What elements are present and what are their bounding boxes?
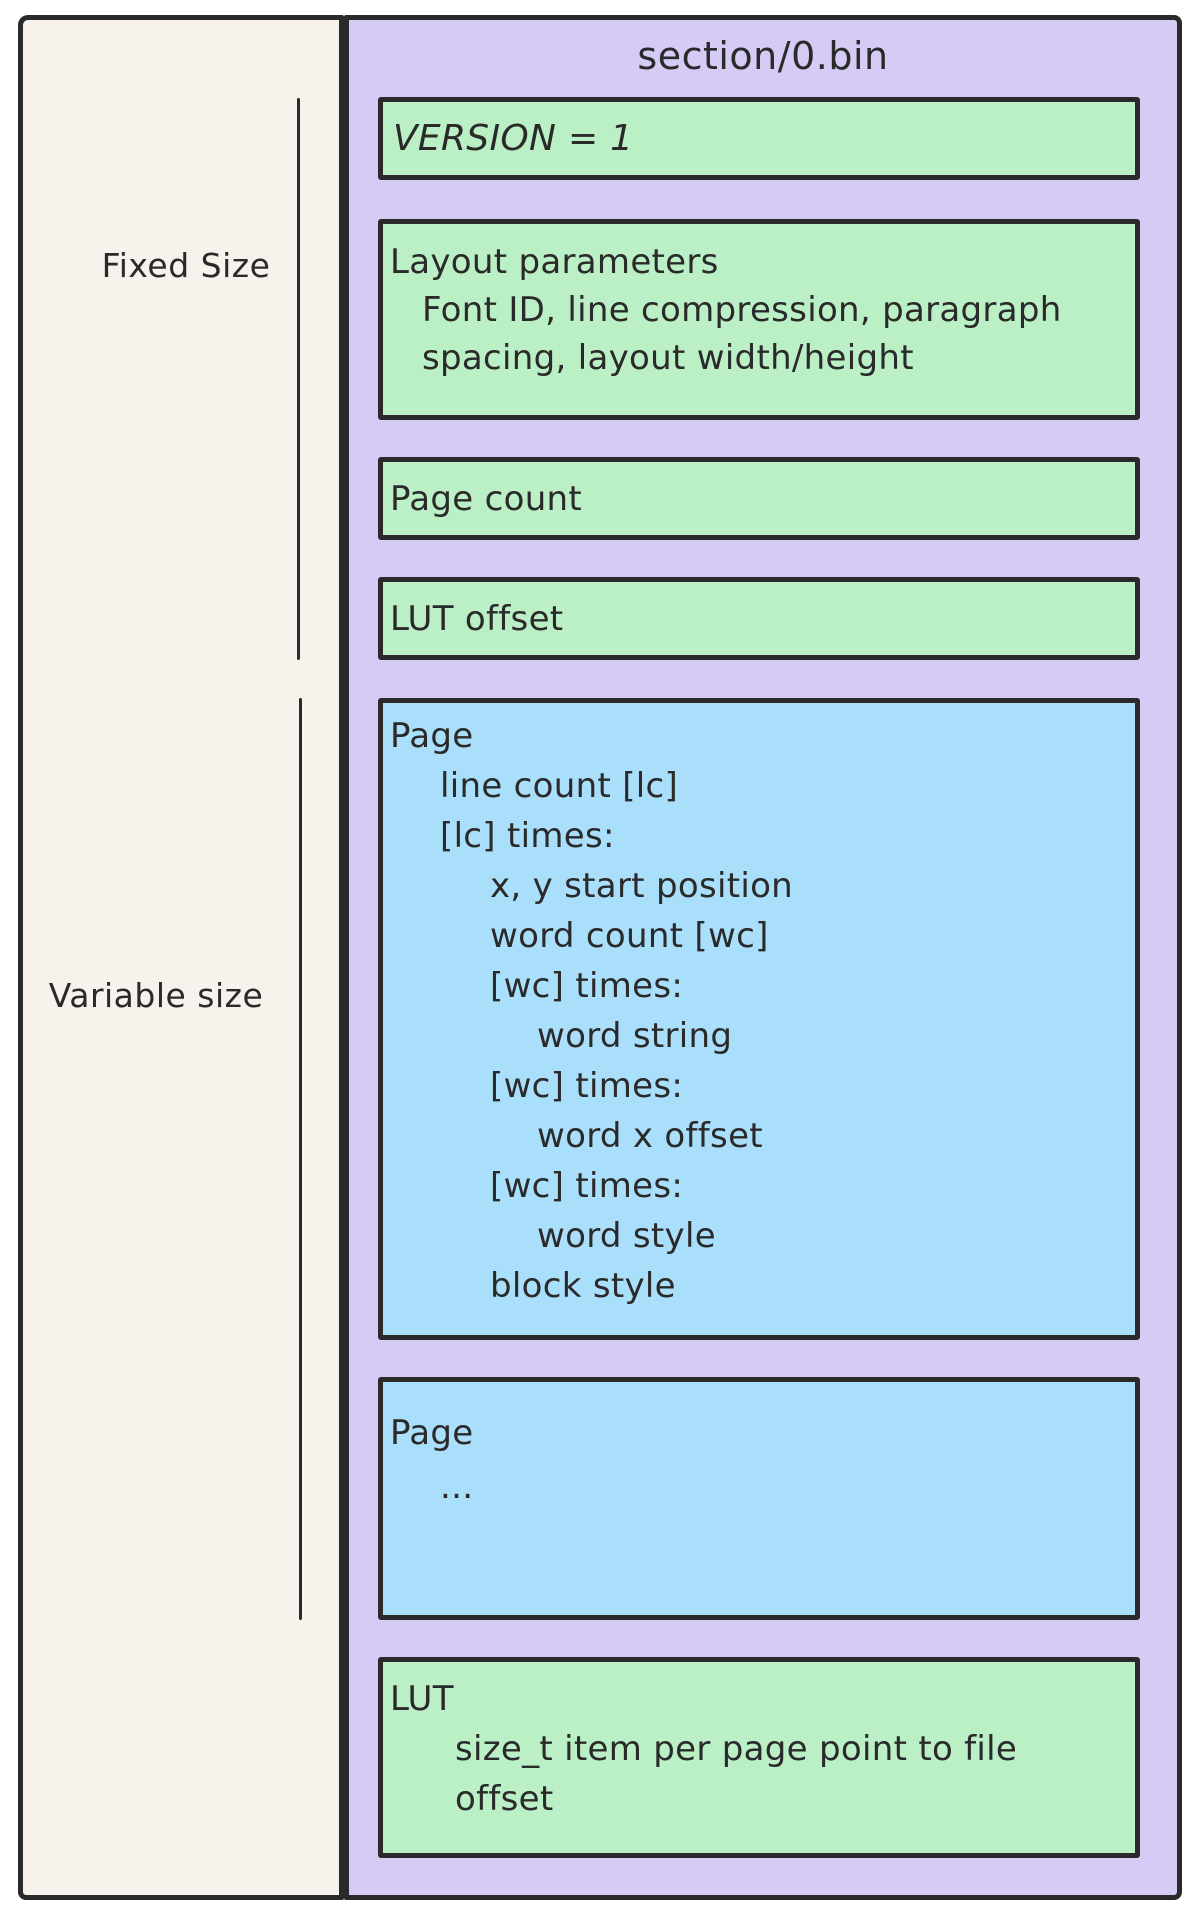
diagram-title: section/0.bin <box>637 34 889 78</box>
variable-size-bracket <box>299 698 302 1620</box>
layout-box-line: spacing, layout width/height <box>422 338 914 378</box>
page-box-line: word x offset <box>537 1116 763 1156</box>
page-box-1: Page line count [lc] [lc] times: x, y st… <box>378 698 1140 1340</box>
page-box-line: line count [lc] <box>440 766 679 806</box>
page-box-line: word style <box>537 1216 716 1256</box>
lut-box-line: LUT <box>390 1679 454 1719</box>
page-box-line: [wc] times: <box>490 1166 684 1206</box>
page-box-line: Page <box>390 1413 474 1453</box>
page-count-box: Page count <box>378 457 1140 540</box>
lut-offset-box-text: LUT offset <box>390 598 564 639</box>
page-count-box-text: Page count <box>390 478 583 519</box>
lut-offset-box: LUT offset <box>378 577 1140 660</box>
version-box: VERSION = 1 <box>378 97 1140 180</box>
layout-parameters-box: Layout parameters Font ID, line compress… <box>378 219 1140 420</box>
page-box-line: block style <box>490 1266 676 1306</box>
page-box-line: word count [wc] <box>490 916 769 956</box>
page-box-line: Page <box>390 716 474 756</box>
page-box-line: word string <box>537 1016 733 1056</box>
page-box-line: [wc] times: <box>490 1066 684 1106</box>
variable-size-label: Variable size <box>48 976 264 1015</box>
layout-box-line: Layout parameters <box>390 242 719 282</box>
fixed-size-bracket <box>297 98 300 660</box>
lut-box: LUT size_t item per page point to file o… <box>378 1657 1140 1858</box>
page-box-line: x, y start position <box>490 866 794 906</box>
lut-box-line: offset <box>455 1779 554 1819</box>
version-box-text: VERSION = 1 <box>393 117 634 159</box>
page-box-line: [lc] times: <box>440 816 615 856</box>
page-box-2: Page ... <box>378 1377 1140 1620</box>
lut-box-line: size_t item per page point to file <box>455 1729 1018 1769</box>
page-box-line: [wc] times: <box>490 966 684 1006</box>
left-panel <box>18 15 344 1900</box>
fixed-size-label: Fixed Size <box>101 246 271 285</box>
page-box-ellipsis: ... <box>440 1467 474 1507</box>
layout-box-line: Font ID, line compression, paragraph <box>422 290 1062 330</box>
